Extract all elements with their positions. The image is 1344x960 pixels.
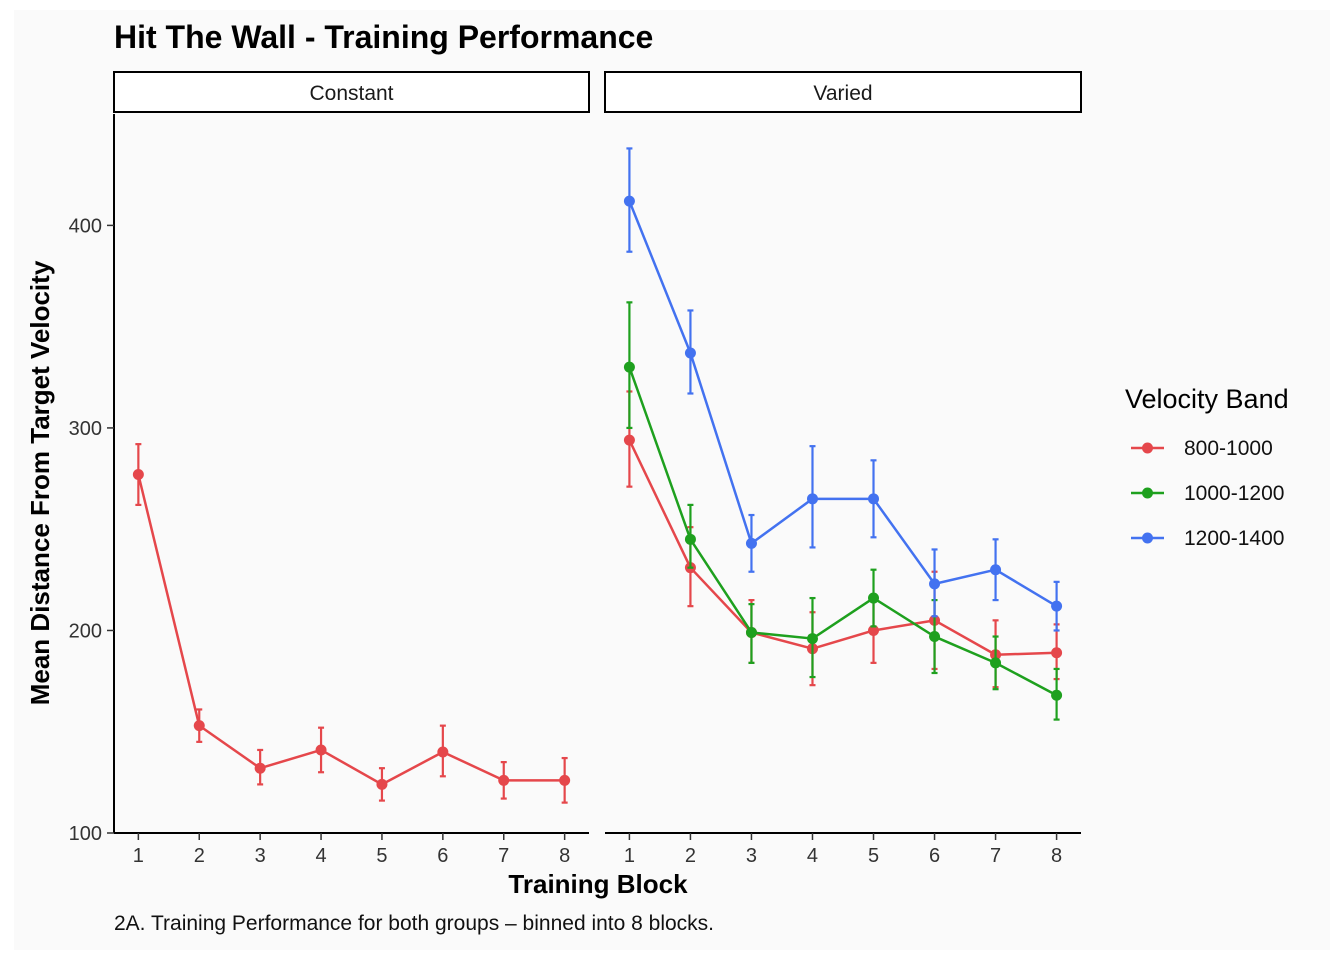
x-tick-label: 7 (990, 845, 1001, 867)
data-point (1051, 647, 1063, 659)
panel-strip-label: Varied (813, 82, 872, 105)
data-point (193, 720, 205, 732)
data-point (806, 633, 818, 645)
series-line (628, 366, 1058, 697)
x-tick-label: 5 (868, 845, 879, 867)
x-tick-label: 2 (685, 845, 696, 867)
legend-entry: 800-1000 (1131, 437, 1273, 460)
data-point (806, 493, 818, 505)
y-axis-title: Mean Distance From Target Velocity (25, 260, 55, 705)
x-tick-label: 2 (194, 845, 205, 867)
x-tick-label: 1 (133, 845, 144, 867)
x-tick-label: 6 (437, 845, 448, 867)
chart-canvas: Hit The Wall - Training Performance Cons… (25, 19, 1289, 935)
legend-label: 1000-1200 (1184, 482, 1284, 505)
legend-swatch-point (1142, 532, 1153, 544)
legend: Velocity Band 800-1000 1000-1200 1200-1400 (1125, 384, 1289, 550)
data-point (1051, 600, 1063, 612)
data-point (623, 361, 635, 373)
y-tick-label: 300 (69, 418, 102, 440)
y-tick-label: 200 (69, 620, 102, 642)
x-tick-label: 5 (376, 845, 387, 867)
panel-strip (113, 71, 590, 113)
legend-label: 1200-1400 (1184, 527, 1284, 550)
y-tick-label: 400 (69, 215, 102, 237)
series-1200-1400 (623, 147, 1063, 632)
chart-caption: 2A. Training Performance for both groups… (114, 912, 714, 935)
x-tick-label: 6 (929, 845, 940, 867)
legend-label: 800-1000 (1184, 437, 1273, 460)
panels: Constant 1 2 3 4 5 6 7 8 100 200 300 400 Varied 1 2 3 4 5 6… (69, 71, 1082, 867)
legend-swatch-point (1142, 487, 1153, 499)
legend-entry: 1000-1200 (1131, 482, 1284, 505)
data-point (623, 434, 635, 446)
series-800-1000 (132, 443, 571, 804)
data-point (132, 469, 144, 481)
data-point (745, 626, 757, 638)
data-point (559, 774, 571, 786)
data-point (745, 537, 757, 549)
data-point (623, 195, 635, 207)
panel-strip (604, 71, 1082, 113)
series-line (137, 474, 565, 786)
x-tick-label: 7 (498, 845, 509, 867)
panel-strip-label: Constant (309, 82, 393, 105)
data-point (376, 778, 388, 790)
y-tick-label: 100 (69, 823, 102, 845)
x-tick-label: 8 (559, 845, 570, 867)
data-point (684, 533, 696, 545)
data-point (868, 493, 880, 505)
chart-figure: Hit The Wall - Training Performance Cons… (14, 10, 1330, 950)
data-point (868, 624, 880, 636)
data-point (990, 564, 1002, 576)
legend-entry: 1200-1400 (1131, 527, 1284, 550)
legend-title: Velocity Band (1125, 384, 1289, 414)
data-point (498, 774, 510, 786)
series-line (628, 200, 1058, 608)
x-tick-label: 8 (1051, 845, 1062, 867)
data-point (990, 657, 1002, 669)
x-tick-label: 3 (746, 845, 757, 867)
panel-varied: Varied 1 2 3 4 5 6 7 8 (604, 71, 1082, 867)
legend-swatch-point (1142, 442, 1153, 454)
data-point (929, 578, 941, 590)
x-axis-title: Training Block (508, 869, 688, 899)
x-tick-label: 1 (624, 845, 635, 867)
data-point (684, 347, 696, 359)
series-1000-1200 (623, 301, 1063, 721)
x-tick-label: 4 (315, 845, 326, 867)
data-point (254, 762, 266, 774)
data-point (929, 631, 941, 643)
data-point (868, 592, 880, 604)
chart-title: Hit The Wall - Training Performance (114, 19, 653, 55)
x-tick-label: 3 (255, 845, 266, 867)
data-point (315, 744, 327, 756)
x-tick-label: 4 (807, 845, 818, 867)
series-line (628, 439, 1057, 657)
data-point (437, 746, 449, 758)
panel-constant: Constant 1 2 3 4 5 6 7 8 100 200 300 400 (69, 71, 590, 867)
data-point (1051, 689, 1063, 701)
